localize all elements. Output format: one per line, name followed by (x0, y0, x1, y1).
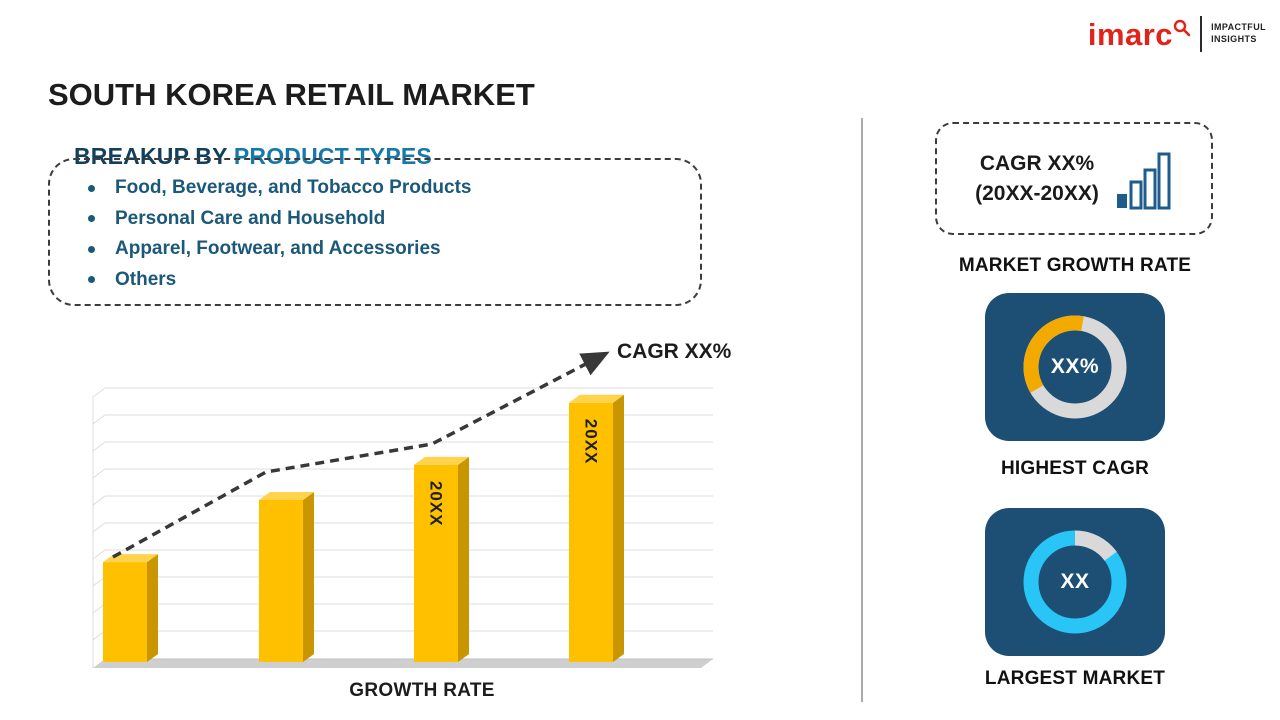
list-item: Food, Beverage, and Tobacco Products (80, 173, 680, 204)
product-types-list: Food, Beverage, and Tobacco Products Per… (80, 173, 680, 295)
chart-x-axis-label: GROWTH RATE (349, 680, 495, 701)
donut-chart-highest-cagr (1023, 315, 1127, 419)
bullet-dot (88, 276, 95, 284)
imarc-logo-text: imarc (1087, 16, 1174, 52)
highest-cagr-value: XX% (1050, 355, 1100, 378)
cagr-trend-label: CAGR XX% (617, 340, 732, 363)
cagr-summary-box: CAGR XX% (20XX-20XX) (935, 122, 1213, 235)
logo-tagline-line1: IMPACTFUL (1211, 22, 1266, 33)
logo-tagline: IMPACTFUL INSIGHTS (1211, 22, 1266, 45)
imarc-logo-wordmark: imarc (1088, 19, 1191, 50)
cagr-summary-text: CAGR XX% (20XX-20XX) (975, 149, 1099, 208)
highest-cagr-tile: XX% (985, 293, 1165, 441)
list-item: Personal Care and Household (80, 204, 680, 235)
product-types-box: Food, Beverage, and Tobacco Products Per… (48, 158, 702, 306)
highest-cagr-caption: HIGHEST CAGR (1000, 458, 1150, 479)
svg-text:20XX: 20XX (427, 481, 446, 527)
largest-market-caption: LARGEST MARKET (984, 668, 1166, 689)
breakup-heading-prefix: BREAKUP BY (74, 143, 228, 170)
svg-text:20XX: 20XX (582, 419, 601, 465)
donut-chart-largest-market (1023, 530, 1127, 634)
bar-chart: 20XX 20XX (92, 351, 713, 668)
largest-market-value: XX (1060, 570, 1090, 593)
list-item: Apparel, Footwear, and Accessories (80, 234, 680, 265)
largest-market-tile: XX (985, 508, 1165, 656)
list-item-label: Personal Care and Household (115, 207, 386, 229)
cagr-period-line: (20XX-20XX) (975, 181, 1099, 205)
column-divider (861, 118, 863, 702)
bar-chart-icon (1116, 152, 1171, 209)
breakup-heading: BREAKUP BY PRODUCT TYPES (74, 143, 432, 170)
logo-tagline-line2: INSIGHTS (1211, 34, 1257, 44)
bullet-dot (88, 245, 95, 253)
list-item-label: Apparel, Footwear, and Accessories (115, 238, 441, 259)
page-title: SOUTH KOREA RETAIL MARKET (48, 76, 535, 112)
magnifier-icon (1173, 19, 1191, 36)
market-growth-rate-caption: MARKET GROWTH RATE (958, 255, 1192, 276)
breakup-heading-highlight: PRODUCT TYPES (233, 143, 432, 170)
cagr-value-line: CAGR XX% (979, 152, 1095, 176)
bullet-dot (88, 215, 95, 223)
bullet-dot (88, 184, 95, 192)
imarc-logo: imarc IMPACTFUL INSIGHTS (1088, 16, 1266, 52)
list-item-label: Food, Beverage, and Tobacco Products (115, 177, 472, 198)
list-item: Others (80, 265, 680, 296)
growth-rate-chart: 20XX 20XX CAGR XX% GROWTH RATE (55, 338, 767, 710)
list-item-label: Others (115, 268, 177, 290)
logo-divider (1200, 16, 1203, 52)
